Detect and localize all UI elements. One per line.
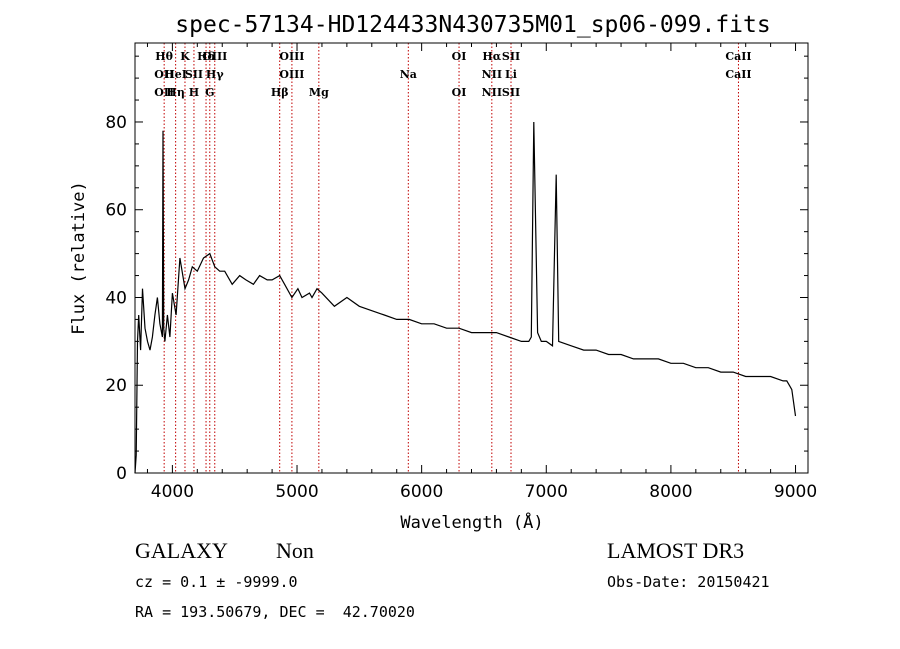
emission-line-markers xyxy=(163,43,739,473)
axis-ticks: 4000 5000 6000 7000 8000 9000 0 20 40 60 80 xyxy=(105,43,817,502)
line-label: Hδ xyxy=(197,50,215,63)
line-label: NII xyxy=(482,86,502,99)
line-label: Hγ xyxy=(206,68,224,81)
line-label: Na xyxy=(400,68,417,81)
object-subclass: Non xyxy=(276,538,314,563)
coordinates-text: RA = 193.50679, DEC = 42.70020 xyxy=(135,603,415,621)
x-tick-label: 7000 xyxy=(525,482,568,502)
line-label: SII xyxy=(502,50,520,63)
y-tick-label: 80 xyxy=(105,113,127,133)
x-tick-label: 5000 xyxy=(275,482,318,502)
line-label: CaII xyxy=(725,50,751,63)
line-label: OI xyxy=(452,86,467,99)
line-label: Hβ xyxy=(271,86,289,99)
survey-name: LAMOST DR3 xyxy=(607,538,745,563)
line-label: OII xyxy=(154,86,174,99)
line-labels: HθOIIOIIHeIHηKSIIHHδGOIIIHγHβOIIIOIIIMgN… xyxy=(154,50,751,99)
x-tick-label: 8000 xyxy=(649,482,692,502)
object-class: GALAXY xyxy=(135,538,228,563)
y-tick-label: 0 xyxy=(116,464,127,484)
x-axis-label: Wavelength (Å) xyxy=(400,511,543,533)
spectrum-series xyxy=(134,121,797,474)
redshift-text: cz = 0.1 ± -9999.0 xyxy=(135,573,298,591)
line-label: OII xyxy=(154,68,174,81)
line-label: OIII xyxy=(279,68,304,81)
line-label: Mg xyxy=(309,86,329,99)
spectrum-line xyxy=(134,121,797,474)
line-label: SII xyxy=(502,86,520,99)
x-tick-label: 9000 xyxy=(774,482,817,502)
line-label: K xyxy=(180,50,190,63)
line-label: H xyxy=(189,86,199,99)
plot-frame xyxy=(134,42,809,474)
line-label: SII xyxy=(185,68,203,81)
y-tick-label: 40 xyxy=(105,288,127,308)
line-label: Hθ xyxy=(155,50,173,63)
x-tick-label: 4000 xyxy=(151,482,194,502)
x-tick-label: 6000 xyxy=(400,482,443,502)
line-label: G xyxy=(205,86,214,99)
chart-title: spec-57134-HD124433N430735M01_sp06-099.f… xyxy=(175,12,770,38)
line-label: Hα xyxy=(482,50,501,63)
line-label: HeI xyxy=(164,68,187,81)
line-label: OIII xyxy=(279,50,304,63)
line-label: OI xyxy=(452,50,467,63)
line-label: Hη xyxy=(166,86,184,99)
line-label: OIII xyxy=(202,50,227,63)
line-label: Li xyxy=(505,68,517,81)
y-axis-label: Flux (relative) xyxy=(69,181,89,335)
y-tick-label: 20 xyxy=(105,376,127,396)
y-tick-label: 60 xyxy=(105,201,127,221)
line-label: NII xyxy=(482,68,502,81)
line-label: CaII xyxy=(725,68,751,81)
observation-date: Obs-Date: 20150421 xyxy=(607,573,770,591)
